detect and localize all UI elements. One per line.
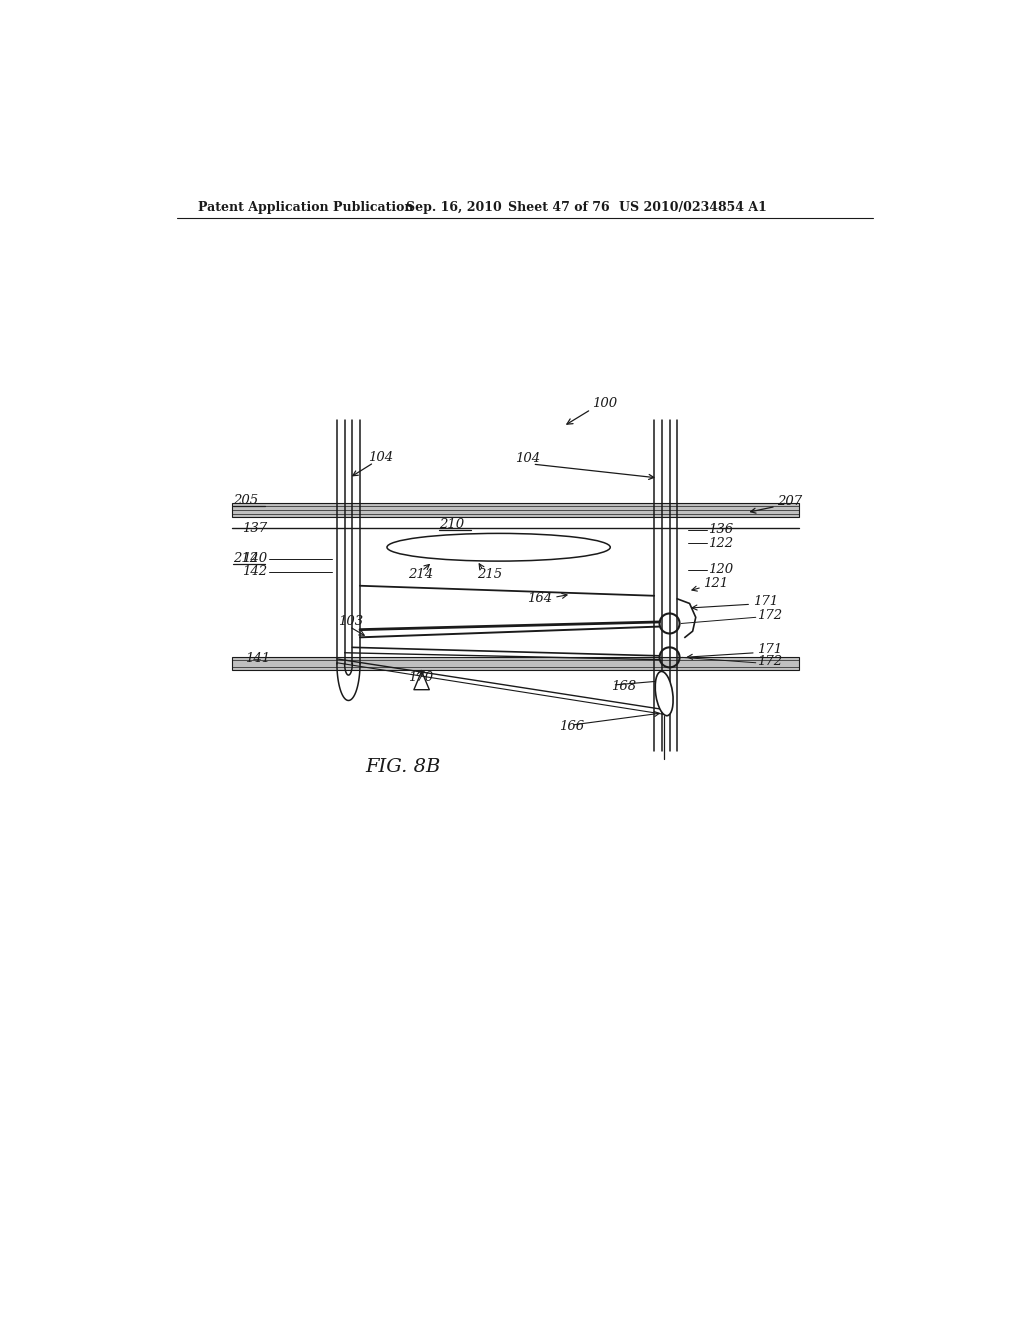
Text: 170: 170 [408,671,433,684]
Text: 172: 172 [758,610,782,622]
Text: 168: 168 [611,680,636,693]
Text: 136: 136 [708,523,733,536]
Text: 172: 172 [758,656,782,668]
Bar [232,657,799,669]
Text: US 2010/0234854 A1: US 2010/0234854 A1 [618,201,767,214]
Text: 164: 164 [527,593,553,606]
Text: FIG. 8B: FIG. 8B [366,758,440,776]
Text: 121: 121 [703,577,728,590]
Text: 137: 137 [243,521,267,535]
Text: 120: 120 [708,564,733,576]
Text: 104: 104 [515,453,541,465]
Text: 104: 104 [368,450,393,463]
Text: 103: 103 [339,615,364,628]
Text: 210: 210 [438,519,464,532]
Text: Patent Application Publication: Patent Application Publication [199,201,414,214]
Text: 214: 214 [408,568,433,581]
Text: 166: 166 [559,721,584,733]
Text: 212: 212 [233,552,258,565]
Text: 171: 171 [758,643,782,656]
Text: 171: 171 [753,594,778,607]
Text: Sheet 47 of 76: Sheet 47 of 76 [508,201,609,214]
Text: 205: 205 [233,494,258,507]
Text: 141: 141 [246,652,270,665]
Ellipse shape [655,672,673,715]
Text: 142: 142 [243,565,267,578]
Text: 100: 100 [593,397,617,409]
Text: 215: 215 [477,568,502,581]
Text: Sep. 16, 2010: Sep. 16, 2010 [407,201,502,214]
Bar [232,503,799,517]
Text: 140: 140 [243,552,267,565]
Ellipse shape [387,533,610,561]
Text: 122: 122 [708,537,733,550]
Text: 207: 207 [777,495,803,508]
